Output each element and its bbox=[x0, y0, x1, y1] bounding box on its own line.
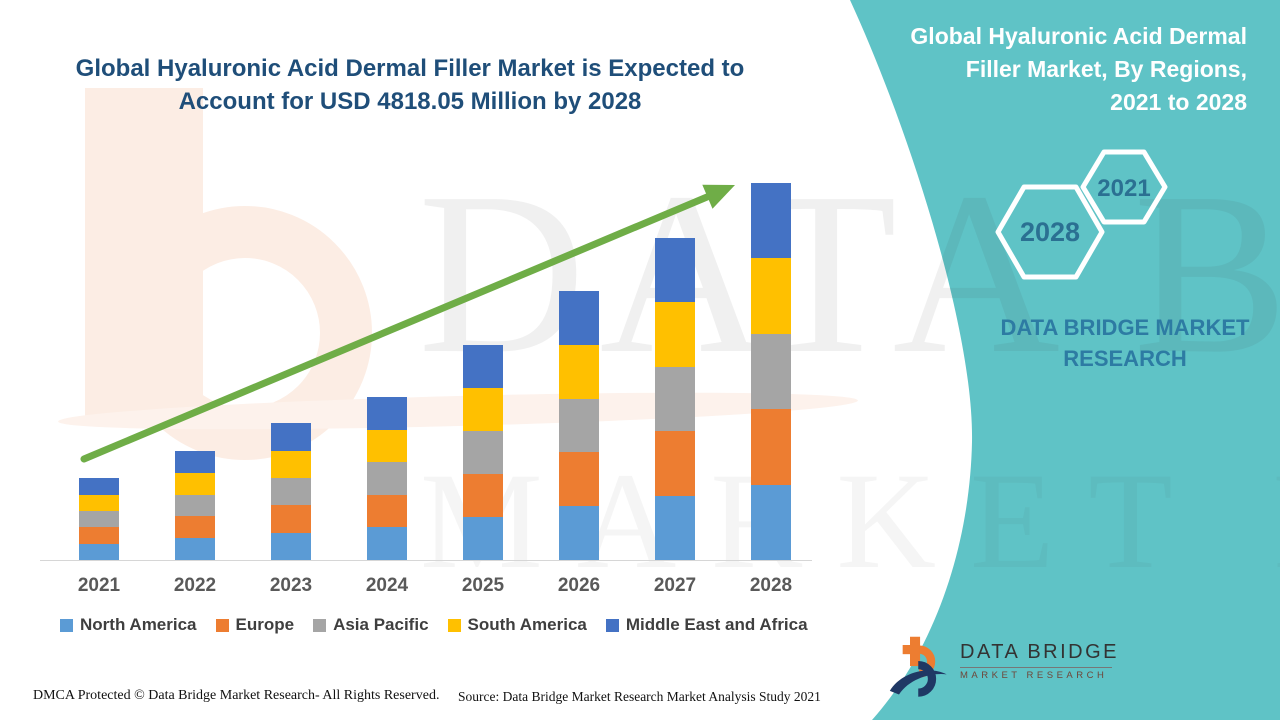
bar-segment-europe bbox=[463, 473, 503, 517]
bar-segment-asia-pacific bbox=[175, 494, 215, 517]
bar-segment-south-america bbox=[367, 429, 407, 463]
legend-label: North America bbox=[80, 615, 197, 634]
bar-segment-middle-east-and-africa bbox=[367, 396, 407, 430]
bar-segment-north-america bbox=[271, 532, 311, 560]
bar-2021 bbox=[79, 478, 119, 560]
x-axis-label-2022: 2022 bbox=[173, 575, 217, 596]
legend-label: Asia Pacific bbox=[333, 615, 429, 634]
legend-item-asia-pacific: Asia Pacific bbox=[313, 615, 429, 635]
footer-dmca-text: DMCA Protected © Data Bridge Market Rese… bbox=[33, 688, 440, 703]
bar-segment-asia-pacific bbox=[559, 398, 599, 453]
bar-segment-middle-east-and-africa bbox=[175, 450, 215, 473]
bar-2025 bbox=[463, 344, 503, 560]
bar-segment-middle-east-and-africa bbox=[559, 290, 599, 345]
bar-segment-asia-pacific bbox=[463, 430, 503, 474]
x-axis-label-2027: 2027 bbox=[653, 575, 697, 596]
bar-segment-europe bbox=[367, 494, 407, 528]
hexagon-2021-label: 2021 bbox=[1097, 175, 1151, 202]
bar-2027 bbox=[655, 238, 695, 560]
bar-segment-south-america bbox=[271, 450, 311, 478]
bar-segment-north-america bbox=[559, 506, 599, 560]
bar-segment-asia-pacific bbox=[655, 366, 695, 432]
sidebar-title-line-3: 2021 to 2028 bbox=[1110, 89, 1247, 115]
bar-segment-north-america bbox=[463, 516, 503, 560]
legend-label: Europe bbox=[235, 615, 295, 634]
bar-segment-north-america bbox=[751, 484, 791, 560]
bar-segment-south-america bbox=[175, 472, 215, 495]
bar-segment-europe bbox=[751, 409, 791, 485]
legend-item-north-america: North America bbox=[60, 615, 197, 635]
bar-segment-north-america bbox=[367, 527, 407, 560]
legend-swatch-middle-east-africa bbox=[605, 618, 619, 632]
bar-segment-middle-east-and-africa bbox=[463, 344, 503, 388]
bar-segment-middle-east-and-africa bbox=[751, 183, 791, 259]
bar-2023 bbox=[271, 423, 311, 560]
chart-title-line-2: Account for USD 4818.05 Million by 2028 bbox=[178, 88, 642, 115]
sidebar-title-line-1: Global Hyaluronic Acid Dermal bbox=[910, 23, 1247, 49]
databridge-logo: DATA BRIDGE MARKET RESEARCH bbox=[888, 632, 1119, 702]
databridge-logo-icon bbox=[889, 636, 947, 697]
legend-swatch-asia-pacific bbox=[313, 618, 327, 632]
hexagon-2028-label: 2028 bbox=[1019, 217, 1081, 247]
bar-segment-europe bbox=[175, 516, 215, 539]
sidebar-brand: DATA BRIDGE MARKET RESEARCH bbox=[1000, 312, 1250, 374]
bar-segment-south-america bbox=[79, 494, 119, 511]
legend-swatch-south-america bbox=[447, 618, 461, 632]
legend-item-south-america: South America bbox=[447, 615, 587, 635]
bar-segment-asia-pacific bbox=[367, 462, 407, 495]
bar-segment-middle-east-and-africa bbox=[655, 238, 695, 303]
bar-chart-plot: 2021 2022 2023 2024 2025 2026 2027 2028 bbox=[40, 183, 812, 596]
bar-segment-asia-pacific bbox=[79, 510, 119, 528]
bar-segment-middle-east-and-africa bbox=[271, 423, 311, 451]
bar-segment-asia-pacific bbox=[271, 477, 311, 506]
bar-segment-south-america bbox=[463, 387, 503, 431]
bar-2022 bbox=[175, 450, 215, 560]
sidebar-brand-line-2: RESEARCH bbox=[1063, 346, 1187, 371]
legend-label: Middle East and Africa bbox=[625, 615, 808, 634]
chart-title-line-1: Global Hyaluronic Acid Dermal Filler Mar… bbox=[75, 55, 745, 82]
bar-segment-europe bbox=[559, 452, 599, 507]
bar-segment-north-america bbox=[79, 543, 119, 560]
logo-sub-text: MARKET RESEARCH bbox=[960, 670, 1108, 681]
x-axis-label-2025: 2025 bbox=[461, 575, 505, 596]
x-axis-label-2021: 2021 bbox=[77, 575, 121, 596]
bar-segment-asia-pacific bbox=[751, 333, 791, 410]
bar-2024 bbox=[367, 396, 407, 560]
bar-segment-europe bbox=[79, 527, 119, 544]
bar-segment-north-america bbox=[175, 538, 215, 560]
bar-segment-europe bbox=[271, 505, 311, 533]
bar-segment-south-america bbox=[655, 302, 695, 367]
chart-legend: North America Europe Asia Pacific South … bbox=[60, 615, 808, 635]
databridge-logo-text: DATA BRIDGE MARKET RESEARCH bbox=[960, 641, 1119, 681]
sidebar-brand-line-1: DATA BRIDGE MARKET bbox=[1000, 315, 1250, 340]
bar-2026 bbox=[559, 290, 599, 560]
logo-divider bbox=[960, 667, 1112, 668]
x-axis-label-2024: 2024 bbox=[365, 575, 409, 596]
legend-item-europe: Europe bbox=[215, 615, 295, 635]
bar-segment-south-america bbox=[559, 344, 599, 399]
bar-2028 bbox=[751, 183, 791, 560]
bar-segment-middle-east-and-africa bbox=[79, 478, 119, 495]
chart-title: Global Hyaluronic Acid Dermal Filler Mar… bbox=[60, 52, 760, 118]
logo-name-text: DATA BRIDGE bbox=[960, 641, 1120, 663]
footer-source-text: Source: Data Bridge Market Research Mark… bbox=[458, 689, 821, 704]
legend-label: South America bbox=[467, 615, 587, 634]
bar-segment-south-america bbox=[751, 258, 791, 334]
x-axis-label-2028: 2028 bbox=[749, 575, 793, 596]
x-axis-label-2023: 2023 bbox=[269, 575, 313, 596]
sidebar-title: Global Hyaluronic Acid Dermal Filler Mar… bbox=[877, 20, 1247, 119]
legend-swatch-north-america bbox=[60, 618, 73, 632]
legend-swatch-europe bbox=[215, 618, 229, 632]
sidebar-title-line-2: Filler Market, By Regions, bbox=[965, 56, 1247, 82]
legend-item-middle-east-africa: Middle East and Africa bbox=[605, 615, 808, 635]
bar-segment-europe bbox=[655, 431, 695, 496]
x-axis-label-2026: 2026 bbox=[557, 575, 601, 596]
bar-segment-north-america bbox=[655, 495, 695, 560]
